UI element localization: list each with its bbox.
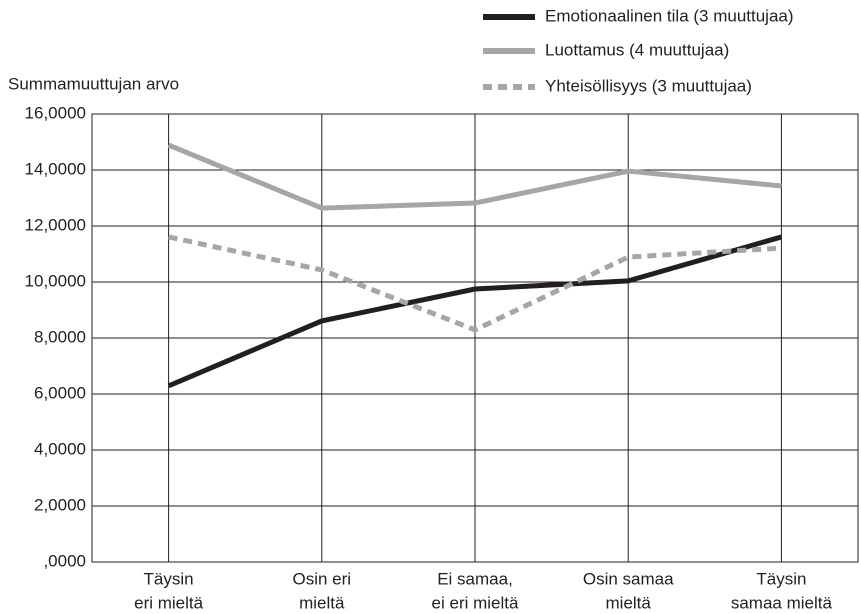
x-tick-label: mieltä (299, 593, 345, 612)
x-tick-label: Osin samaa (583, 569, 674, 588)
series-line (167, 234, 783, 389)
series-line (168, 234, 782, 333)
x-tick-label: mieltä (606, 593, 652, 612)
x-tick-label: eri mieltä (134, 593, 204, 612)
x-tick-label: Ei samaa, (437, 569, 513, 588)
y-tick-label: 12,0000 (25, 215, 86, 234)
y-tick-label: 14,0000 (25, 159, 86, 178)
legend-label: Yhteisöllisyys (3 muuttujaa) (545, 76, 752, 95)
y-tick-label: ,0000 (43, 551, 86, 570)
y-tick-label: 4,0000 (34, 439, 86, 458)
legend-label: Luottamus (4 muuttujaa) (545, 40, 729, 59)
y-tick-label: 6,0000 (34, 383, 86, 402)
y-tick-label: 16,0000 (25, 103, 86, 122)
series-line (167, 142, 782, 211)
x-tick-label: samaa mieltä (731, 593, 833, 612)
y-tick-label: 2,0000 (34, 495, 86, 514)
legend-label: Emotionaalinen tila (3 muuttujaa) (545, 6, 794, 25)
x-tick-label: Täysin (144, 569, 194, 588)
y-axis-label: Summamuuttujan arvo (8, 74, 179, 93)
x-tick-label: Osin eri (293, 569, 352, 588)
y-tick-label: 10,0000 (25, 271, 86, 290)
x-tick-label: Täysin (756, 569, 806, 588)
x-tick-label: ei eri mieltä (432, 593, 519, 612)
y-tick-label: 8,0000 (34, 327, 86, 346)
